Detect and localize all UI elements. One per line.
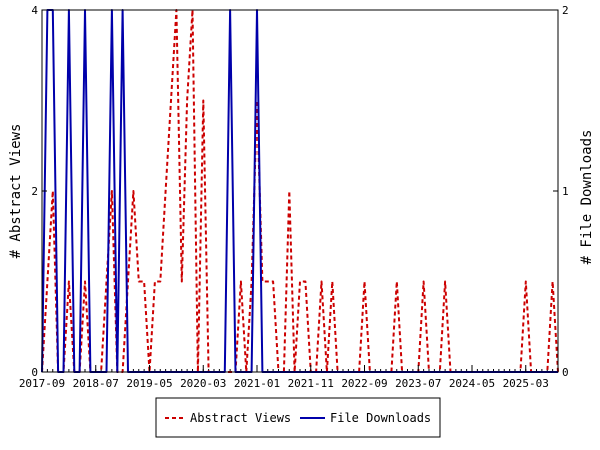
y-right-tick-label: 2 bbox=[562, 4, 569, 17]
x-tick-label: 2018-07 bbox=[73, 377, 119, 390]
y-right-tick-label: 0 bbox=[562, 366, 569, 379]
x-tick-label: 2022-09 bbox=[341, 377, 387, 390]
x-axis: 2017-09 2018-07 2019-05 2020-03 2021-01 2021-… bbox=[19, 365, 549, 390]
legend-label-abstract-views: Abstract Views bbox=[190, 411, 291, 425]
x-tick-label: 2021-01 bbox=[234, 377, 280, 390]
y-axis-right: 0 1 2 bbox=[553, 4, 569, 379]
y-axis-left-title: # Abstract Views bbox=[8, 124, 24, 259]
y-right-tick-label: 1 bbox=[562, 185, 569, 198]
legend-label-file-downloads: File Downloads bbox=[330, 411, 431, 425]
x-tick-label: 2023-07 bbox=[395, 377, 441, 390]
y-axis-left: 0 2 4 bbox=[31, 4, 47, 379]
y-left-tick-label: 0 bbox=[31, 366, 38, 379]
x-tick-label: 2020-03 bbox=[180, 377, 226, 390]
series-layer bbox=[41, 9, 559, 373]
y-left-tick-label: 4 bbox=[31, 4, 38, 17]
x-tick-label: 2025-03 bbox=[503, 377, 549, 390]
x-tick-label: 2024-05 bbox=[449, 377, 495, 390]
y-left-tick-label: 2 bbox=[31, 185, 38, 198]
y-axis-right-title: # File Downloads bbox=[579, 130, 595, 265]
series-line-file-downloads bbox=[41, 9, 558, 373]
x-tick-label: 2017-09 bbox=[19, 377, 65, 390]
legend: Abstract Views File Downloads bbox=[155, 397, 441, 438]
x-tick-label: 2021-11 bbox=[288, 377, 334, 390]
x-tick-label: 2019-05 bbox=[126, 377, 172, 390]
legend-box bbox=[155, 397, 441, 438]
